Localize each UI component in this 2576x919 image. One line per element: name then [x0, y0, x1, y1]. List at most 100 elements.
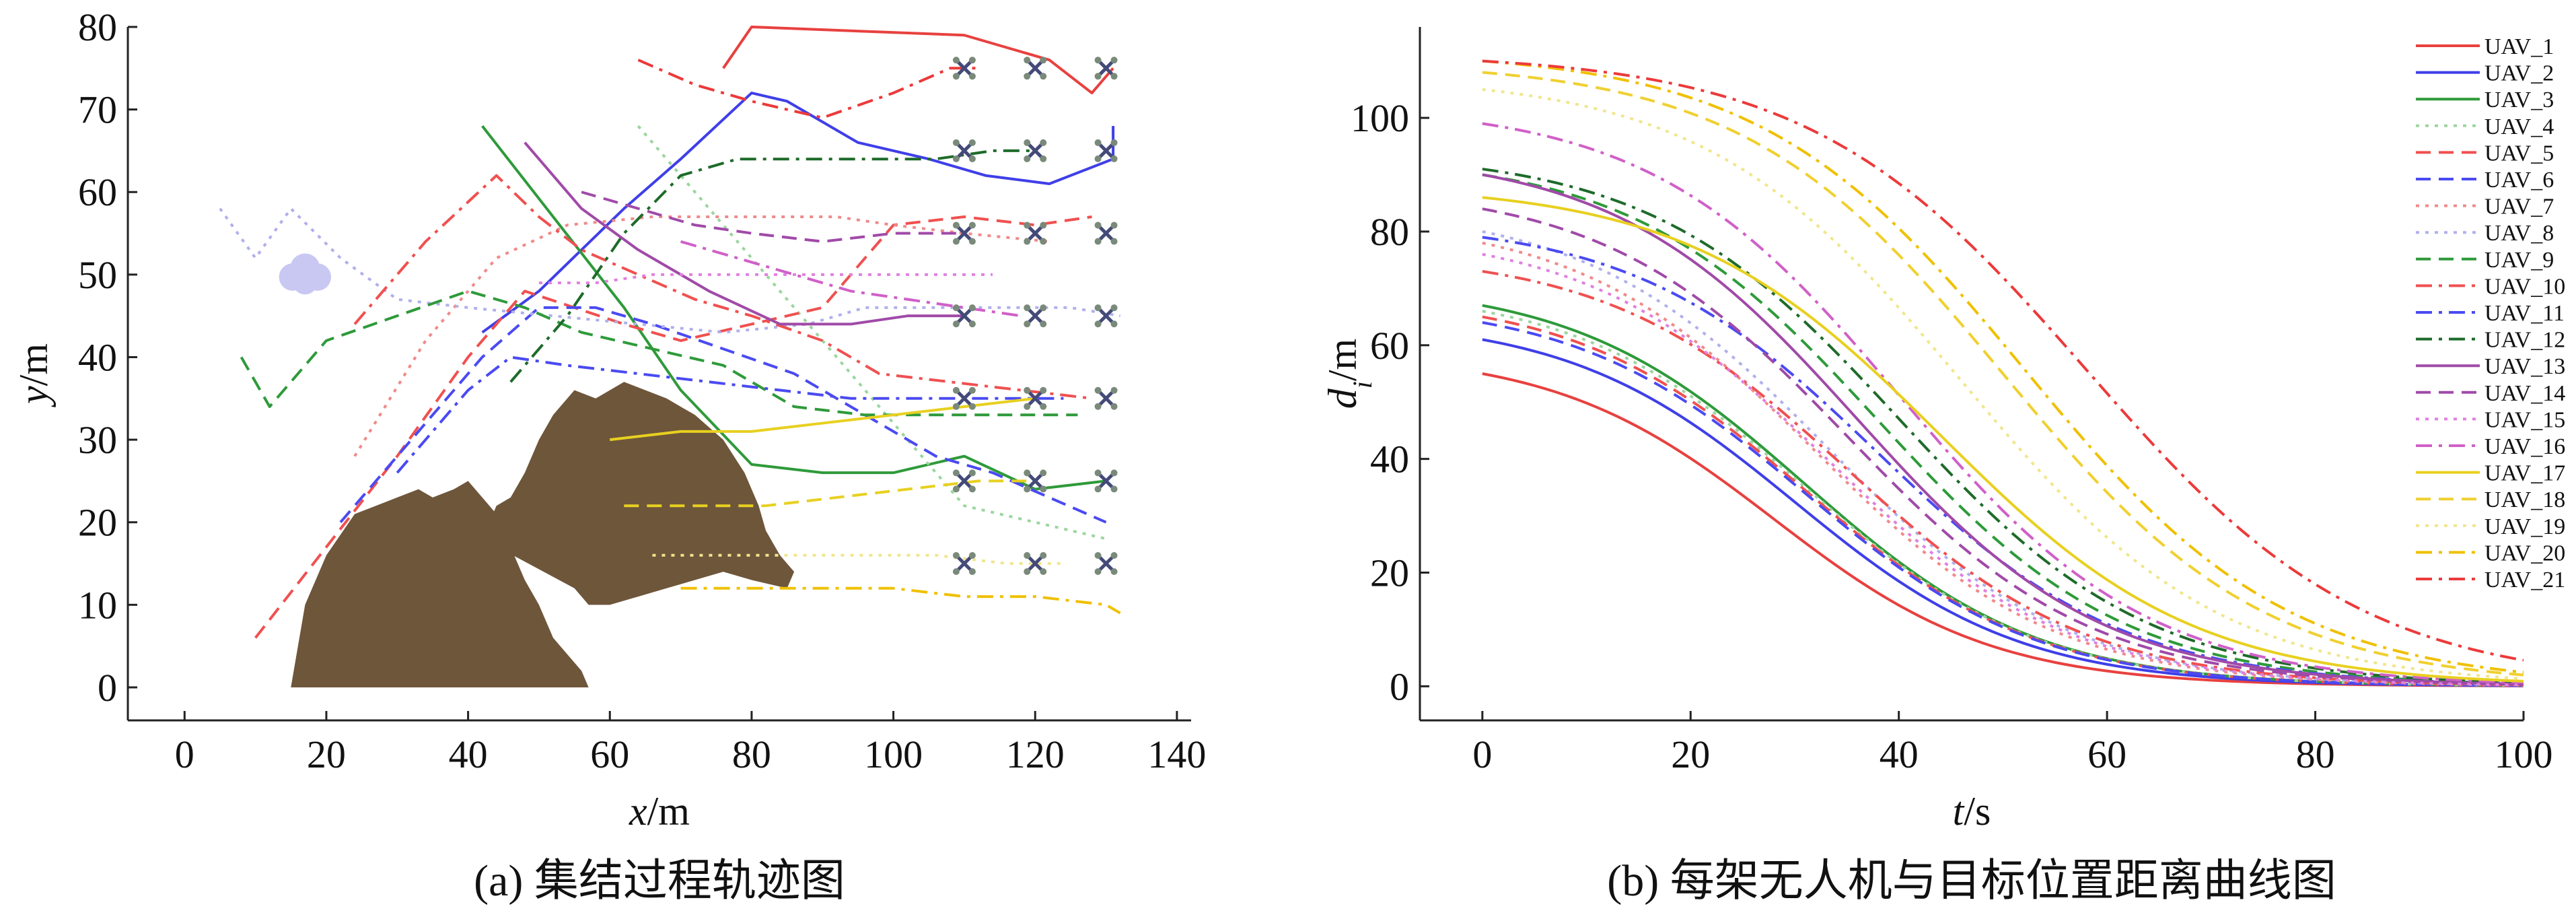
distance-line-uav-1 [1482, 372, 2524, 687]
legend-label: UAV_11 [2484, 301, 2565, 326]
x-axis-label-unit: /m [647, 789, 690, 833]
y-tick-label: 70 [78, 88, 117, 132]
legend-label: UAV_7 [2484, 195, 2554, 219]
x-tick-label: 100 [2495, 733, 2553, 776]
legend-item: UAV_17 [2416, 461, 2565, 486]
legend-item: UAV_6 [2416, 168, 2554, 193]
y-tick-label: 0 [98, 666, 117, 710]
cloud-obstacle [279, 253, 332, 295]
legend-label: UAV_10 [2484, 274, 2565, 299]
trajectory-line-10 [353, 174, 1092, 400]
legend-label: UAV_4 [2484, 114, 2554, 139]
distance-line-uav-6 [1482, 321, 2524, 687]
target-marker [952, 222, 976, 245]
y-tick-labels: 0 10 20 30 40 50 60 70 80 [78, 5, 117, 710]
trajectory-line-4 [637, 125, 1107, 541]
mountain-obstacle [482, 382, 795, 605]
y-axis-label: di/m [1320, 339, 1378, 409]
legend-label: UAV_8 [2484, 221, 2554, 246]
trajectory-line-14 [581, 191, 964, 243]
x-axis-label-var: x [629, 789, 647, 833]
legend-item: UAV_1 [2416, 34, 2554, 59]
axes [127, 26, 1191, 722]
target-marker [1094, 469, 1118, 493]
legend-label: UAV_21 [2484, 568, 2565, 592]
distance-line-uav-19 [1482, 88, 2524, 681]
x-tick-label: 40 [449, 733, 488, 776]
legend-label: UAV_6 [2484, 168, 2554, 193]
trajectory-line-2 [481, 92, 1115, 334]
trajectory-line-21 [637, 59, 978, 119]
distance-line-uav-14 [1482, 207, 2524, 686]
legend-label: UAV_1 [2484, 34, 2554, 59]
y-tick-label: 50 [78, 253, 117, 297]
y-axis-label-var: d [1320, 388, 1365, 409]
x-axis-label-var: t [1953, 789, 1965, 833]
y-axis-label-sub: i [1347, 381, 1378, 388]
distance-line-uav-16 [1482, 122, 2524, 684]
trajectory-line-11 [396, 355, 1064, 474]
x-tick-label: 20 [307, 733, 346, 776]
y-tick-label: 0 [1390, 665, 1409, 708]
legend-label: UAV_18 [2484, 487, 2565, 512]
y-axis-label-unit: /m [11, 343, 56, 386]
legend-item: UAV_5 [2416, 141, 2554, 166]
legend-label: UAV_15 [2484, 407, 2565, 432]
y-tick-label: 60 [78, 170, 117, 214]
legend-item: UAV_9 [2416, 248, 2554, 273]
mountain-obstacle [291, 481, 589, 687]
x-tick-label: 80 [2296, 733, 2335, 776]
legend-item: UAV_8 [2416, 221, 2554, 246]
legend-item: UAV_20 [2416, 541, 2565, 566]
y-tick-label: 20 [1370, 551, 1409, 594]
target-marker [952, 139, 976, 162]
target-marker [1094, 552, 1118, 576]
target-marker [1024, 222, 1047, 245]
y-tick-labels: 0 20 40 60 80 100 [1351, 96, 1409, 708]
target-marker [1024, 57, 1047, 80]
legend-label: UAV_12 [2484, 328, 2565, 353]
x-tick-label: 0 [175, 733, 194, 776]
axes [1419, 27, 2525, 722]
legend-item: UAV_12 [2416, 328, 2565, 353]
trajectory-line-7 [353, 215, 1050, 457]
legend-item: UAV_11 [2416, 301, 2565, 326]
legend-item: UAV_4 [2416, 114, 2554, 139]
legend: UAV_1UAV_2UAV_3UAV_4UAV_5UAV_6UAV_7UAV_8… [2416, 34, 2565, 592]
trajectory-line-8 [219, 207, 1120, 334]
target-marker [1024, 552, 1047, 576]
target-marker [1094, 222, 1118, 245]
legend-label: UAV_14 [2484, 381, 2565, 406]
target-marker [1024, 304, 1047, 328]
x-tick-label: 20 [1671, 733, 1710, 776]
legend-item: UAV_3 [2416, 88, 2554, 112]
legend-item: UAV_19 [2416, 514, 2565, 539]
trajectory-line-12 [509, 149, 1036, 383]
trajectory-line-13 [524, 141, 964, 326]
distance-line-uav-9 [1482, 173, 2524, 685]
target-marker [1024, 386, 1047, 410]
legend-item: UAV_14 [2416, 381, 2565, 406]
target-marker [1094, 304, 1118, 328]
legend-label: UAV_3 [2484, 88, 2554, 112]
target-marker [952, 469, 976, 493]
x-tick-label: 40 [1880, 733, 1919, 776]
legend-item: UAV_16 [2416, 434, 2565, 459]
legend-item: UAV_7 [2416, 195, 2554, 219]
legend-label: UAV_9 [2484, 248, 2554, 273]
legend-label: UAV_16 [2484, 434, 2565, 459]
x-tick-label: 60 [590, 733, 629, 776]
x-tick-label: 120 [1006, 733, 1065, 776]
target-marker [952, 386, 976, 410]
trajectory-line-3 [481, 125, 1106, 491]
y-tick-label: 80 [78, 5, 117, 49]
legend-label: UAV_17 [2484, 461, 2565, 486]
legend-item: UAV_13 [2416, 354, 2565, 379]
legend-item: UAV_10 [2416, 274, 2565, 299]
y-tick-label: 40 [1370, 438, 1409, 481]
x-tick-label: 140 [1147, 733, 1206, 776]
legend-label: UAV_20 [2484, 541, 2565, 566]
distance-line-uav-13 [1482, 173, 2524, 686]
trajectory-line-16 [680, 240, 1022, 318]
